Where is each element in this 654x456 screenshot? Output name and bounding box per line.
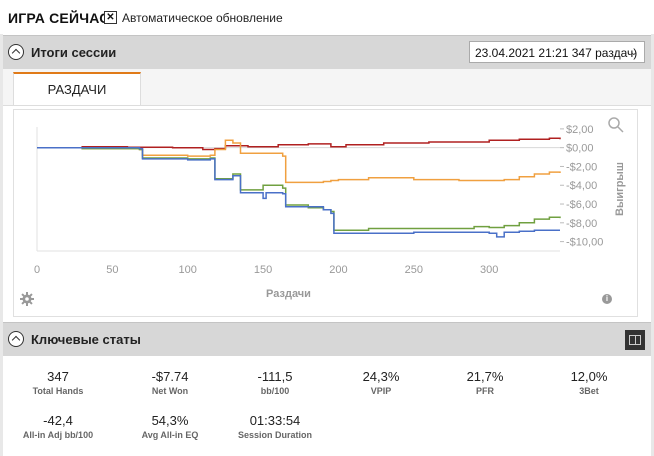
series-line-3 — [37, 146, 560, 238]
stat-label: bb/100 — [260, 386, 290, 396]
winnings-chart: $2,00 $0,00 -$2,00 -$4,00 -$6,00 -$8,00 -$10,0… — [34, 117, 626, 300]
layout-toggle-icon[interactable] — [625, 330, 645, 350]
series-line-1 — [37, 139, 561, 184]
session-summary-title: Итоги сессии — [31, 45, 117, 60]
x-tick-label: 200 — [329, 264, 347, 276]
auto-update-label: Автоматическое обновление — [122, 11, 283, 25]
series-line-0 — [37, 137, 561, 151]
key-stats-title: Ключевые статы — [31, 332, 141, 347]
stat-value: 347 — [47, 369, 69, 384]
stat-total-hands: 347 Total Hands — [8, 369, 108, 396]
stat-label: VPIP — [370, 386, 392, 396]
x-axis-label: Раздачи — [266, 288, 311, 300]
series-line-2 — [37, 146, 561, 232]
stat-label: 3Bet — [579, 386, 599, 396]
session-select[interactable]: 23.04.2021 21:21 347 раздач) ⌄ — [469, 41, 645, 63]
stat-net-won: -$7.74 Net Won — [120, 369, 220, 396]
stat-value: 12,0% — [570, 369, 608, 384]
chart-section: РАЗДАЧИ $2,00 $0,00 -$2,00 -$4,00 -$6,00 -$8,… — [3, 69, 651, 322]
stat-value: 54,3% — [151, 413, 189, 428]
stat-3bet: 12,0% 3Bet — [539, 369, 639, 396]
stat-pfr: 21,7% PFR — [435, 369, 535, 396]
stat-avg-allin-eq: 54,3% Avg All-in EQ — [120, 413, 220, 440]
tab-hands[interactable]: РАЗДАЧИ — [13, 72, 141, 105]
right-edge — [651, 0, 654, 456]
stat-value: 01:33:54 — [249, 413, 301, 428]
y-tick-label: -$4,00 — [566, 180, 597, 192]
stat-value: 24,3% — [362, 369, 400, 384]
auto-update-checkbox[interactable]: ✕ — [104, 11, 117, 24]
x-tick-label: 300 — [480, 264, 498, 276]
gear-icon[interactable] — [20, 292, 34, 306]
tab-bar: РАЗДАЧИ — [3, 69, 651, 106]
info-icon[interactable]: i — [602, 294, 612, 304]
x-tick-label: 100 — [179, 264, 197, 276]
x-tick-label: 250 — [405, 264, 423, 276]
session-select-value: 23.04.2021 21:21 347 раздач) — [475, 46, 638, 60]
y-axis-label: Выигрыш — [614, 162, 626, 216]
stat-value: 21,7% — [466, 369, 504, 384]
stat-label: PFR — [476, 386, 494, 396]
stat-vpip: 24,3% VPIP — [331, 369, 431, 396]
stat-label: All-in Adj bb/100 — [22, 430, 94, 440]
stat-allin-adj: -42,4 All-in Adj bb/100 — [8, 413, 108, 440]
x-tick-label: 50 — [106, 264, 118, 276]
y-tick-label: $2,00 — [566, 124, 594, 136]
stat-label: Session Duration — [237, 430, 312, 440]
y-tick-label: -$6,00 — [566, 199, 597, 211]
magnifier-icon[interactable] — [608, 117, 624, 133]
y-tick-label: -$10,00 — [566, 237, 603, 249]
key-stats-header: Ключевые статы — [3, 322, 651, 357]
y-tick-label: $0,00 — [566, 143, 594, 155]
stat-session-duration: 01:33:54 Session Duration — [225, 413, 325, 440]
x-tick-label: 150 — [254, 264, 272, 276]
stat-value: -111,5 — [257, 369, 293, 384]
page-title: ИГРА СЕЙЧАС — [8, 10, 110, 26]
chevron-up-circle-icon[interactable] — [8, 44, 24, 60]
stat-label: Total Hands — [32, 386, 84, 396]
stat-value: -$7.74 — [151, 369, 189, 384]
stat-value: -42,4 — [43, 413, 73, 428]
header-bar: ИГРА СЕЙЧАС ✕ Автоматическое обновление — [0, 0, 654, 34]
chevron-up-circle-icon[interactable] — [8, 331, 24, 347]
left-edge — [0, 0, 3, 456]
y-tick-label: -$2,00 — [566, 161, 597, 173]
stat-label: Avg All-in EQ — [141, 430, 199, 440]
chevron-down-icon: ⌄ — [629, 47, 638, 58]
stat-bb100: -111,5 bb/100 — [225, 369, 325, 396]
stat-label: Net Won — [151, 386, 189, 396]
x-tick-label: 0 — [34, 264, 40, 276]
y-tick-label: -$8,00 — [566, 218, 597, 230]
key-stats-grid: 347 Total Hands -$7.74 Net Won -111,5 bb… — [3, 356, 651, 456]
session-summary-header: Итоги сессии 23.04.2021 21:21 347 раздач… — [3, 35, 651, 70]
